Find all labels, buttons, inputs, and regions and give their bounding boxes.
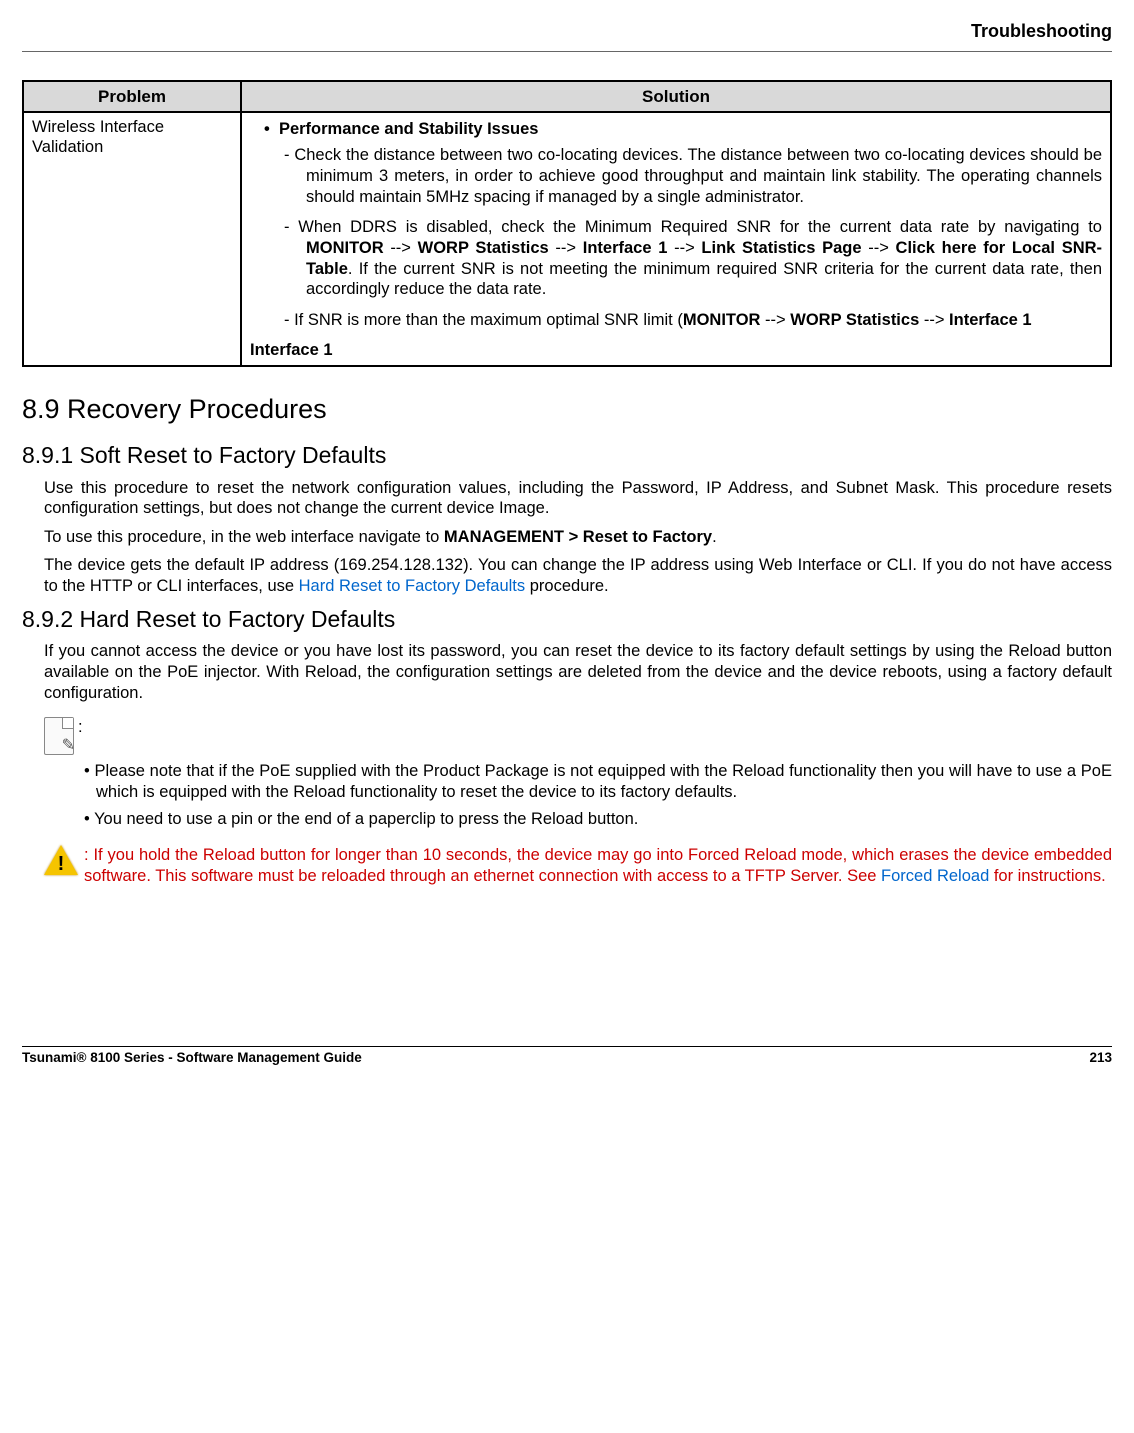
hard-reset-link[interactable]: Hard Reset to Factory Defaults — [299, 577, 526, 595]
nav-monitor: MONITOR — [306, 239, 384, 257]
p-892a: If you cannot access the device or you h… — [44, 641, 1112, 703]
page-footer: Tsunami® 8100 Series - Software Manageme… — [22, 1046, 1112, 1067]
p891c-post: procedure. — [525, 577, 608, 595]
th-solution: Solution — [241, 81, 1111, 112]
forced-reload-link[interactable]: Forced Reload — [881, 867, 989, 885]
p-891a: Use this procedure to reset the network … — [44, 478, 1112, 519]
heading-8-9-1: 8.9.1 Soft Reset to Factory Defaults — [22, 441, 1112, 470]
nav-arrow-1: --> — [384, 239, 418, 257]
nav-arrow-6: --> — [919, 311, 949, 329]
warning-icon: ! — [44, 845, 78, 875]
nav-monitor-2: MONITOR — [683, 311, 761, 329]
p891b-post: . — [712, 528, 717, 546]
nav-worp-2: WORP Statistics — [790, 311, 919, 329]
nav-arrow-3: --> — [667, 239, 701, 257]
note-icon — [44, 717, 74, 755]
nav-lsp: Link Statistics Page — [701, 239, 861, 257]
heading-8-9: 8.9 Recovery Procedures — [22, 393, 1112, 427]
note-item-2: • You need to use a pin or the end of a … — [84, 809, 1112, 830]
nav-iface-2: Interface 1 — [949, 311, 1032, 329]
heading-8-9-2: 8.9.2 Hard Reset to Factory Defaults — [22, 605, 1112, 634]
solution-item-2: - When DDRS is disabled, check the Minim… — [306, 217, 1102, 300]
warning-block: ! : If you hold the Reload button for lo… — [44, 845, 1112, 886]
nav-arrow-4: --> — [862, 239, 896, 257]
note-list: • Please note that if the PoE supplied w… — [84, 761, 1112, 829]
note-colon: : — [78, 717, 83, 738]
troubleshoot-table: Problem Solution Wireless Interface Vali… — [22, 80, 1112, 368]
nav-iface: Interface 1 — [583, 239, 668, 257]
th-problem: Problem — [23, 81, 241, 112]
footer-left: Tsunami® 8100 Series - Software Manageme… — [22, 1050, 362, 1067]
td-solution: • Performance and Stability Issues - Che… — [241, 112, 1111, 366]
note-block: : — [44, 717, 1112, 755]
warn-post: for instructions. — [989, 867, 1105, 885]
solution-item-1: - Check the distance between two co-loca… — [306, 145, 1102, 207]
nav-iface-2: Interface 1 — [250, 341, 333, 359]
bullet-title: Performance and Stability Issues — [279, 120, 539, 138]
item2-post: . If the current SNR is not meeting the … — [306, 260, 1102, 299]
nav-arrow-2: --> — [549, 239, 583, 257]
chapter-title: Troubleshooting — [22, 20, 1112, 43]
p891b-pre: To use this procedure, in the web interf… — [44, 528, 444, 546]
nav-worp: WORP Statistics — [418, 239, 549, 257]
p891b-bold: MANAGEMENT > Reset to Factory — [444, 528, 712, 546]
solution-item-3: - If SNR is more than the maximum optima… — [306, 310, 1102, 331]
top-rule — [22, 51, 1112, 52]
footer-page-number: 213 — [1089, 1050, 1112, 1067]
nav-arrow-5: --> — [760, 311, 790, 329]
p-891c: The device gets the default IP address (… — [44, 555, 1112, 596]
td-problem: Wireless Interface Validation — [23, 112, 241, 366]
solution-bullet: • Performance and Stability Issues — [264, 119, 1102, 140]
warning-text: : If you hold the Reload button for long… — [84, 845, 1112, 886]
item2-pre: - When DDRS is disabled, check the Minim… — [284, 218, 1102, 236]
p-891b: To use this procedure, in the web interf… — [44, 527, 1112, 548]
note-item-1: • Please note that if the PoE supplied w… — [84, 761, 1112, 802]
item3-pre: - If SNR is more than the maximum optima… — [284, 311, 683, 329]
